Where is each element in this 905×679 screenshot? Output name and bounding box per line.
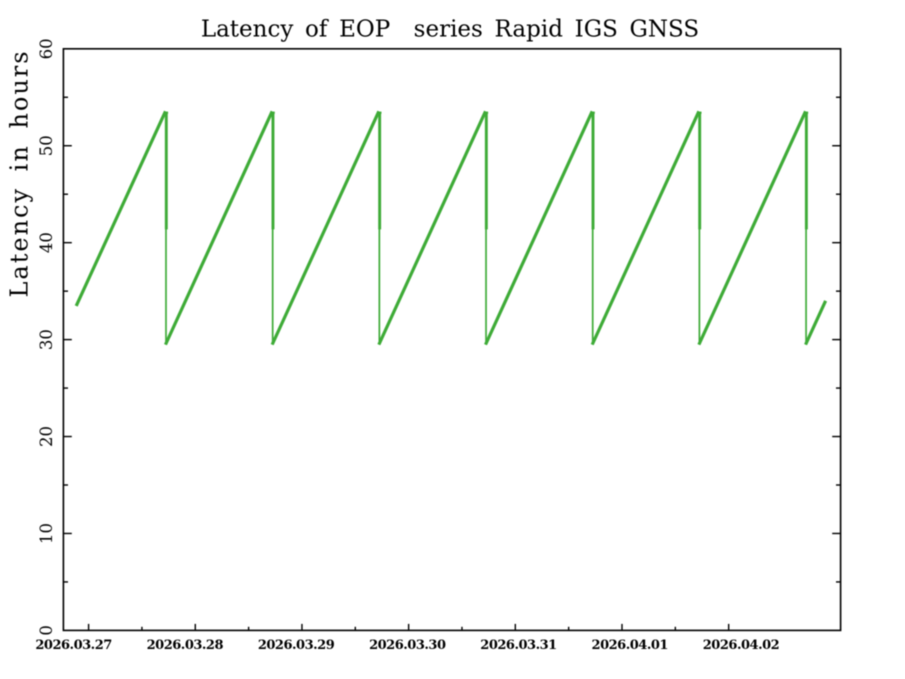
- y-tick-label: 0: [37, 625, 56, 636]
- x-tick-label: 2026.03.31: [480, 638, 556, 653]
- x-tick-label: 2026.04.01: [592, 638, 668, 653]
- y-axis-title: Latency in hours: [6, 49, 34, 297]
- y-tick-label: 30: [37, 329, 56, 350]
- y-tick-label: 10: [37, 523, 56, 544]
- x-tick-label: 2026.03.28: [147, 638, 224, 653]
- y-tick-label: 60: [37, 38, 56, 59]
- plot-frame: [62, 47, 842, 632]
- x-axis-tick-labels: 2026.03.27 2026.03.28 2026.03.29 2026.03.30…: [35, 638, 779, 653]
- chart-title: Latency of EOP series Rapid IGS GNSS: [201, 16, 699, 42]
- y-axis-ticks-left: [63, 96, 72, 583]
- x-tick-label: 2026.03.30: [369, 638, 446, 653]
- y-tick-label: 20: [37, 426, 56, 447]
- y-axis-ticks-right: [832, 96, 841, 583]
- latency-series-line: [74, 110, 828, 346]
- y-tick-label: 50: [37, 135, 56, 156]
- x-tick-label: 2026.04.02: [703, 638, 779, 653]
- x-axis-ticks-bottom: [87, 623, 730, 631]
- y-tick-label: 40: [37, 232, 56, 253]
- x-tick-label: 2026.03.29: [258, 638, 335, 653]
- y-axis-tick-labels: 0 10 20 30 40 50 60: [37, 38, 56, 635]
- x-tick-label: 2026.03.27: [35, 638, 111, 653]
